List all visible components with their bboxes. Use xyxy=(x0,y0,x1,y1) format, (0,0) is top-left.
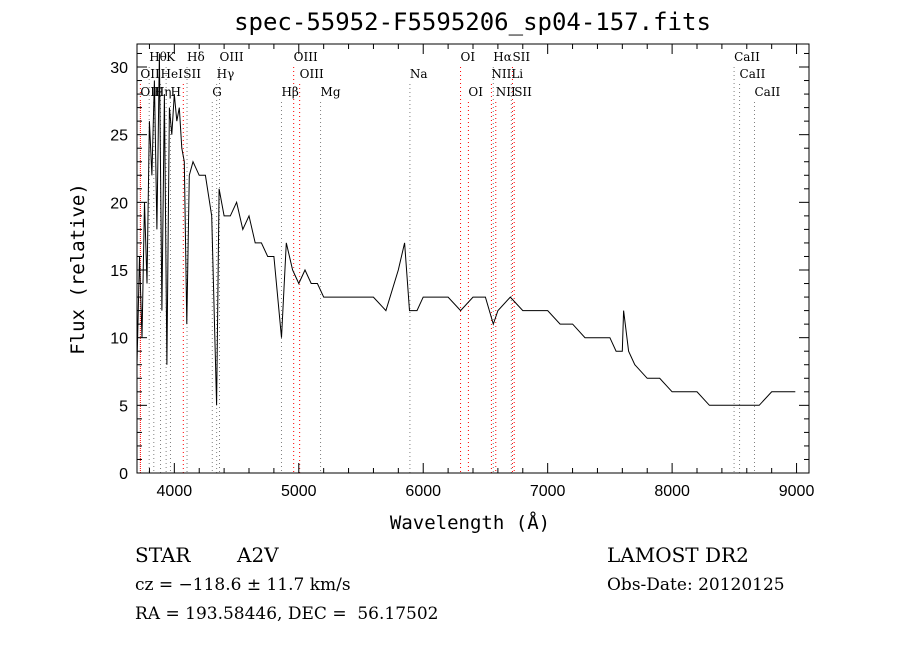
marker-label: OIII xyxy=(300,67,324,81)
tick-label: 10 xyxy=(110,331,128,348)
redshift-velocity: cz = −118.6 ± 11.7 km/s xyxy=(135,575,351,595)
marker-label: OI xyxy=(468,85,483,99)
tick-label: 6000 xyxy=(405,483,441,500)
tick-label: 25 xyxy=(110,128,128,145)
chart-title: spec-55952-F5595206_sp04-157.fits xyxy=(234,8,711,36)
tick-label: 30 xyxy=(110,60,128,77)
marker-label: Hθ xyxy=(149,50,167,64)
marker-label: OIII xyxy=(294,50,318,64)
marker-label: CaII xyxy=(734,50,760,64)
tick-label: 5000 xyxy=(281,483,317,500)
marker-label: OIII xyxy=(220,50,244,64)
tick-label: 9000 xyxy=(779,483,815,500)
marker-label: NII xyxy=(491,67,511,81)
marker-label: G xyxy=(212,85,222,99)
marker-label: SII xyxy=(183,67,201,81)
marker-label: OI xyxy=(461,50,476,64)
marker-label: OII xyxy=(140,67,160,81)
marker-label: Mg xyxy=(321,85,341,99)
tick-label: 0 xyxy=(119,466,128,483)
marker-label: Hγ xyxy=(217,67,235,81)
tick-label: 4000 xyxy=(157,483,193,500)
axis-ticks: 4000 5000 6000 7000 8000 9000 0 5 10 15 20 25 30 xyxy=(110,44,814,500)
marker-label: SII xyxy=(514,85,532,99)
spectrum-series-line xyxy=(136,53,796,406)
plot-frame xyxy=(136,43,810,474)
marker-label: Na xyxy=(410,67,428,81)
object-subclass: A2V xyxy=(237,543,279,567)
x-axis-label: Wavelength (Å) xyxy=(389,512,551,534)
marker-label: Hβ xyxy=(281,85,298,99)
survey-name: LAMOST DR2 xyxy=(607,543,749,567)
tick-label: 7000 xyxy=(530,483,566,500)
marker-label: CaII xyxy=(740,67,766,81)
marker-label: K xyxy=(166,50,176,64)
tick-label: 15 xyxy=(110,263,128,280)
sky-coordinates: RA = 193.58446, DEC = 56.17502 xyxy=(135,604,439,624)
marker-label: Li xyxy=(511,67,523,81)
marker-label: Hα xyxy=(493,50,512,64)
observation-date: Obs-Date: 20120125 xyxy=(607,575,785,595)
marker-label: HeI xyxy=(161,67,184,81)
marker-label: Hη xyxy=(154,85,172,99)
marker-label: CaII xyxy=(754,85,780,99)
marker-label: H xyxy=(170,85,180,99)
object-class: STAR xyxy=(135,543,191,567)
tick-label: 8000 xyxy=(654,483,690,500)
marker-label: SII xyxy=(512,50,530,64)
marker-label: NII xyxy=(496,85,516,99)
marker-label: Hδ xyxy=(187,50,205,64)
tick-label: 5 xyxy=(119,398,128,415)
tick-label: 20 xyxy=(110,195,128,212)
